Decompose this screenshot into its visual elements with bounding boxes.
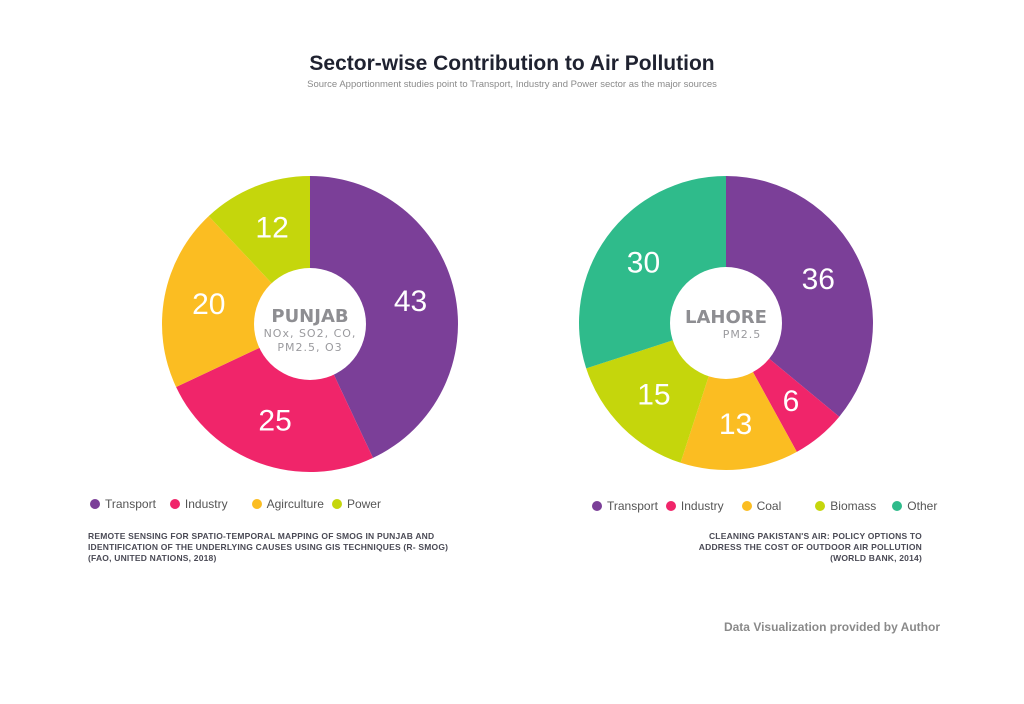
lahore-legend-dot [892, 501, 903, 511]
lahore-legend-dot [741, 501, 752, 511]
lahore-value-label-other: 30 [627, 247, 660, 280]
punjab-center-subtitle: NOx, SO2, CO, [264, 327, 357, 340]
punjab-legend-label: Industry [184, 497, 228, 511]
punjab-legend-label: Agirculture [266, 497, 324, 511]
punjab-legend-dot [169, 499, 180, 509]
lahore-legend-label: Other [907, 499, 938, 513]
lahore-legend-item-biomass: Biomass [815, 499, 876, 513]
lahore-legend-label: Coal [756, 499, 782, 513]
lahore-value-label-transport: 36 [802, 263, 835, 296]
punjab-slice-agirculture [162, 216, 310, 388]
lahore-legend-dot [815, 501, 826, 511]
lahore-center-subtitle: PM2.5 [723, 328, 762, 341]
lahore-center-title: LAHORE [685, 307, 767, 328]
punjab-donut-hole [254, 268, 366, 380]
lahore-source-citation: CLEANING PAKISTAN'S AIR: POLICY OPTIONS … [699, 531, 922, 564]
punjab-source-line: IDENTIFICATION OF THE UNDERLYING CAUSES … [88, 542, 449, 552]
lahore-legend: Transport Industry Coal Biomass Other [592, 499, 937, 513]
punjab-center-title: PUNJAB [271, 306, 348, 327]
punjab-legend-label: Power [346, 497, 381, 511]
punjab-source-line: REMOTE SENSING FOR SPATIO-TEMPORAL MAPPI… [88, 531, 435, 541]
lahore-legend-label: Transport [607, 499, 658, 513]
lahore-legend-item-transport: Transport [592, 499, 658, 513]
lahore-value-label-biomass: 15 [637, 379, 670, 412]
lahore-value-label-industry: 6 [783, 385, 800, 418]
lahore-legend-dot [592, 501, 602, 511]
punjab-legend-dot [90, 499, 100, 509]
punjab-legend-item-agirculture: Agirculture [251, 497, 324, 511]
punjab-legend-item-power: Power [331, 497, 381, 511]
punjab-source-line: (FAO, UNITED NATIONS, 2018) [88, 553, 217, 563]
lahore-legend-item-industry: Industry [665, 499, 724, 513]
lahore-slice-transport [726, 176, 873, 417]
punjab-legend-item-industry: Industry [169, 497, 228, 511]
lahore-legend-item-coal: Coal [741, 499, 782, 513]
lahore-legend-label: Biomass [830, 499, 877, 513]
punjab-legend-item-transport: Transport [90, 497, 156, 511]
lahore-source-line: (WORLD BANK, 2014) [830, 553, 922, 563]
lahore-source-line: ADDRESS THE COST OF OUTDOOR AIR POLLUTIO… [698, 542, 922, 552]
punjab-legend-label: Transport [105, 497, 156, 511]
punjab-value-label-transport: 43 [394, 285, 427, 318]
punjab-legend-dot [331, 499, 342, 509]
lahore-source-line: CLEANING PAKISTAN'S AIR: POLICY OPTIONS … [708, 531, 922, 541]
lahore-value-label-coal: 13 [719, 408, 752, 441]
lahore-legend-label: Industry [680, 499, 724, 513]
page-title: Sector-wise Contribution to Air Pollutio… [309, 52, 715, 75]
lahore-donut-hole [670, 267, 782, 379]
punjab-source-citation: REMOTE SENSING FOR SPATIO-TEMPORAL MAPPI… [88, 531, 448, 564]
punjab-value-label-power: 12 [255, 212, 288, 245]
credit-text: Data Visualization provided by Author [723, 620, 940, 634]
lahore-legend-dot [665, 501, 676, 511]
punjab-center-subtitle: PM2.5, O3 [277, 341, 342, 354]
punjab-value-label-industry: 25 [258, 404, 291, 437]
page-subtitle: Source Apportionment studies point to Tr… [307, 79, 717, 90]
punjab-slice-transport [310, 176, 459, 458]
lahore-slice-coal [680, 323, 797, 470]
lahore-legend-item-other: Other [892, 499, 937, 513]
punjab-legend: Transport Industry Agirculture Power [90, 497, 381, 511]
punjab-legend-dot [251, 499, 262, 509]
punjab-value-label-agirculture: 20 [192, 288, 225, 321]
